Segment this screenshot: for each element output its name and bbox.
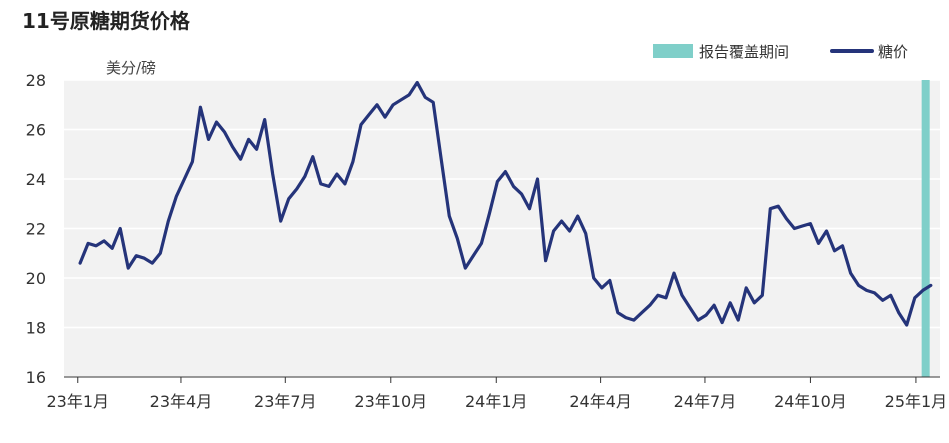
x-tick-label: 24年4月: [569, 392, 632, 411]
x-tick-label: 25年1月: [885, 392, 948, 411]
legend-line-label: 糖价: [878, 43, 908, 61]
x-tick-label: 23年10月: [354, 392, 427, 411]
x-tick-label: 23年4月: [150, 392, 213, 411]
axis-layer: 16 18 20 22 24 26 28 23年1月 23年4月 23年7月 23年10月 24年1月…: [26, 71, 948, 411]
x-tick-label: 24年1月: [465, 392, 528, 411]
y-tick-label: 24: [26, 170, 46, 189]
y-unit-label: 美分/磅: [106, 59, 156, 77]
chart-title: 11号原糖期货价格: [22, 9, 191, 33]
x-tick-label: 24年10月: [774, 392, 847, 411]
x-tick-label: 23年7月: [254, 392, 317, 411]
y-tick-label: 22: [26, 220, 46, 239]
y-tick-label: 18: [26, 319, 46, 338]
legend-band-label: 报告覆盖期间: [699, 43, 789, 61]
legend-band-swatch: [653, 44, 693, 58]
x-tick-label: 23年1月: [46, 392, 109, 411]
sugar-price-line: [78, 80, 933, 327]
legend: 报告覆盖期间 糖价: [653, 43, 908, 61]
highlight-band-layer: [921, 80, 930, 377]
y-tick-label: 16: [26, 368, 46, 387]
y-tick-label: 26: [26, 121, 46, 140]
x-tick-label: 24年7月: [674, 392, 737, 411]
y-tick-label: 20: [26, 269, 46, 288]
series-layer: [78, 80, 933, 327]
report-period-band: [921, 80, 930, 377]
y-tick-label: 28: [26, 71, 46, 90]
